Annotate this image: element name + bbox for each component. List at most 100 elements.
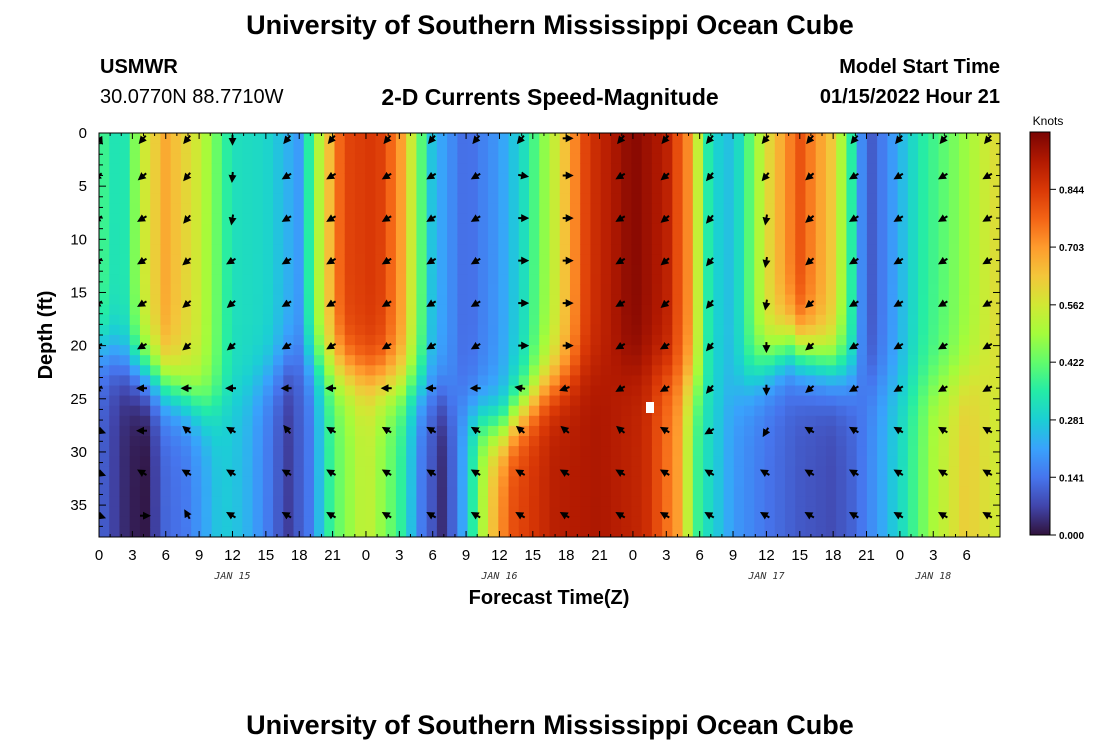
heatmap-cell <box>242 415 254 427</box>
heatmap-cell <box>959 203 970 215</box>
heatmap-cell <box>150 264 162 275</box>
heatmap-cell <box>610 415 622 427</box>
heatmap-cell <box>457 506 469 518</box>
heatmap-cell <box>99 284 110 296</box>
date-label: JAN 17 <box>747 571 784 582</box>
heatmap-cell <box>631 153 643 164</box>
heatmap-cell <box>836 304 848 316</box>
heatmap-cell <box>938 203 950 215</box>
heatmap-cell <box>590 284 602 296</box>
heatmap-cell <box>232 345 243 356</box>
heatmap-cell <box>713 365 725 376</box>
heatmap-cell <box>119 335 131 346</box>
heatmap-cell <box>856 415 868 427</box>
heatmap-cell <box>416 173 428 185</box>
current-vector <box>848 511 859 520</box>
heatmap-cell <box>549 244 561 255</box>
heatmap-cell <box>662 183 673 195</box>
heatmap-cell <box>529 446 540 457</box>
heatmap-cell <box>232 203 243 215</box>
heatmap-cell <box>866 476 878 488</box>
heatmap-cell <box>170 365 182 376</box>
heatmap-cell <box>436 496 448 508</box>
heatmap-cell <box>692 304 704 316</box>
heatmap-cell <box>252 294 264 306</box>
heatmap-cell <box>139 183 151 195</box>
current-vector <box>226 511 237 520</box>
heatmap-cell <box>426 203 438 215</box>
heatmap-cell <box>334 516 346 528</box>
heatmap-cell <box>938 183 950 195</box>
heatmap-cell <box>846 496 858 508</box>
heatmap-cell <box>897 456 909 467</box>
heatmap-cell <box>160 274 172 286</box>
heatmap-cell <box>314 153 325 164</box>
heatmap-cell <box>385 345 397 356</box>
heatmap-cell <box>406 415 417 427</box>
heatmap-cell <box>139 446 151 457</box>
heatmap-cell <box>549 446 561 457</box>
heatmap-cell <box>580 193 592 205</box>
heatmap-cell <box>795 526 807 537</box>
heatmap-cell <box>365 274 377 286</box>
heatmap-cell <box>559 223 571 235</box>
heatmap-cell <box>733 304 745 316</box>
heatmap-cell <box>447 395 458 407</box>
heatmap-cell <box>569 183 581 195</box>
colorbar-tick-label: 0.703 <box>1059 243 1084 254</box>
heatmap-cell <box>365 314 377 326</box>
heatmap-cell <box>99 213 110 225</box>
heatmap-cell <box>139 284 151 296</box>
heatmap-cell <box>436 314 448 326</box>
heatmap-cell <box>99 133 110 144</box>
heatmap-cell <box>723 506 735 518</box>
current-vector <box>99 299 103 307</box>
heatmap-cell <box>426 375 438 387</box>
heatmap-cell <box>866 274 878 286</box>
heatmap-cell <box>314 466 325 477</box>
heatmap-cell <box>477 133 489 144</box>
heatmap-cell <box>764 335 776 346</box>
heatmap-cell <box>314 476 325 488</box>
heatmap-cell <box>375 506 387 518</box>
heatmap-cell <box>703 395 714 407</box>
heatmap-cell <box>160 425 172 437</box>
heatmap-cell <box>948 526 960 537</box>
heatmap-cell <box>784 213 796 225</box>
heatmap-cell <box>569 234 581 245</box>
heatmap-cell <box>672 314 684 326</box>
heatmap-cell <box>979 304 991 316</box>
heatmap-cell <box>539 466 551 477</box>
heatmap-cell <box>529 234 540 245</box>
heatmap-cell <box>119 294 131 306</box>
heatmap-cell <box>969 203 981 215</box>
heatmap-cell <box>631 183 643 195</box>
x-tick-label: 21 <box>591 547 608 564</box>
heatmap-cell <box>201 294 213 306</box>
heatmap-cell <box>467 375 479 387</box>
current-vector <box>470 511 481 520</box>
heatmap-cell <box>109 425 121 437</box>
heatmap-cell <box>723 415 735 427</box>
heatmap-cell <box>979 335 991 346</box>
heatmap-cell <box>682 163 694 174</box>
heatmap-cell <box>631 456 643 467</box>
heatmap-cell <box>232 365 243 376</box>
heatmap-cell <box>395 314 407 326</box>
current-vector <box>982 512 993 520</box>
heatmap-cell <box>580 476 592 488</box>
heatmap-cell <box>119 284 131 296</box>
heatmap-cell <box>375 516 387 528</box>
heatmap-cell <box>99 365 110 376</box>
heatmap-cell <box>201 234 213 245</box>
current-vector <box>559 511 570 520</box>
heatmap-cell <box>395 223 407 235</box>
heatmap-cell <box>273 244 284 255</box>
heatmap-cell <box>498 365 510 376</box>
heatmap-cell <box>416 274 428 286</box>
heatmap-cell <box>354 466 366 477</box>
heatmap-cell <box>784 355 796 366</box>
heatmap-cell <box>119 153 131 164</box>
heatmap-cell <box>907 375 919 387</box>
heatmap-cell <box>160 335 172 346</box>
